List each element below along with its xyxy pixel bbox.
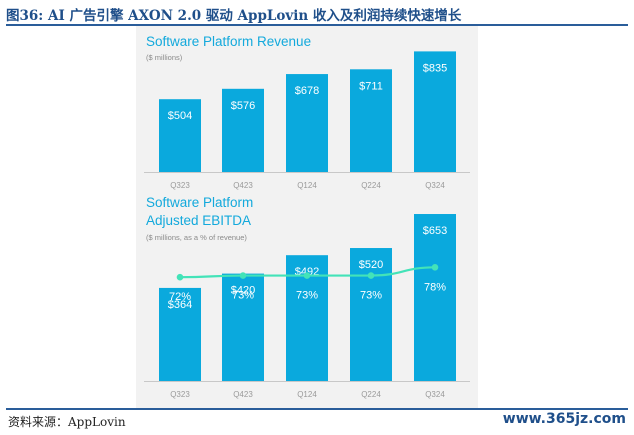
ebitda-margin-label: 73% [360,290,382,302]
figure-title: 图36: AI 广告引擎 AXON 2.0 驱动 AppLovin 收入及利润持… [6,8,462,24]
revenue-bar-value-label: $711 [359,80,383,92]
ebitda-margin-point [239,272,247,279]
revenue-x-tick-label: Q324 [425,181,445,190]
source-note: 资料来源：AppLovin [8,415,126,429]
ebitda-margin-point [431,264,439,271]
ebitda-margin-point [303,272,311,279]
ebitda-x-tick-label: Q323 [170,390,190,399]
ebitda-bar [350,248,392,381]
ebitda-margin-label: 72% [169,291,191,303]
ebitda-chart-subtitle: ($ millions, as a % of revenue) [146,233,247,242]
revenue-bar [222,88,264,172]
revenue-bar [414,51,456,173]
revenue-bar [159,99,201,172]
ebitda-margin-point [367,272,375,279]
ebitda-margin-label: 73% [232,290,254,302]
ebitda-margin-label: 78% [424,281,446,293]
ebitda-x-tick-label: Q124 [297,390,317,399]
chart-canvas: Software Platform Revenue ($ millions) $50… [144,34,470,399]
ebitda-margin-point [176,273,184,281]
chart-panel: Software Platform Revenue ($ millions) $50… [136,26,478,408]
ebitda-bar-value-label: $364 [168,299,192,311]
ebitda-bar-value-label: $653 [423,225,447,237]
revenue-x-tick-label: Q124 [297,181,317,190]
revenue-x-tick-label: Q224 [361,181,381,190]
revenue-chart-subtitle: ($ millions) [146,53,183,62]
ebitda-margin-label: 73% [296,290,318,302]
ebitda-bar-value-label: $520 [359,259,383,271]
revenue-x-tick-label: Q323 [170,181,190,190]
revenue-bar-value-label: $576 [231,100,255,112]
revenue-bar-value-label: $504 [168,110,192,122]
footer-rule [6,408,628,410]
revenue-chart-title: Software Platform Revenue [146,34,311,49]
ebitda-chart-title: Adjusted EBITDA [146,213,251,228]
ebitda-x-tick-label: Q423 [233,390,253,399]
ebitda-x-tick-label: Q224 [361,390,381,399]
ebitda-bar [414,214,456,381]
ebitda-bar [159,287,201,381]
revenue-bar [286,74,328,172]
revenue-bar-value-label: $835 [423,62,447,74]
ebitda-x-tick-label: Q324 [425,390,445,399]
ebitda-chart-title: Software Platform [146,195,253,210]
revenue-x-tick-label: Q423 [233,181,253,190]
ebitda-bar-value-label: $420 [231,285,255,297]
figure-header: 图36: AI 广告引擎 AXON 2.0 驱动 AppLovin 收入及利润持… [6,2,628,26]
watermark: www.365jz.com [502,411,626,427]
revenue-bar-value-label: $678 [295,85,319,97]
ebitda-bar [222,273,264,381]
revenue-bar [350,69,392,172]
